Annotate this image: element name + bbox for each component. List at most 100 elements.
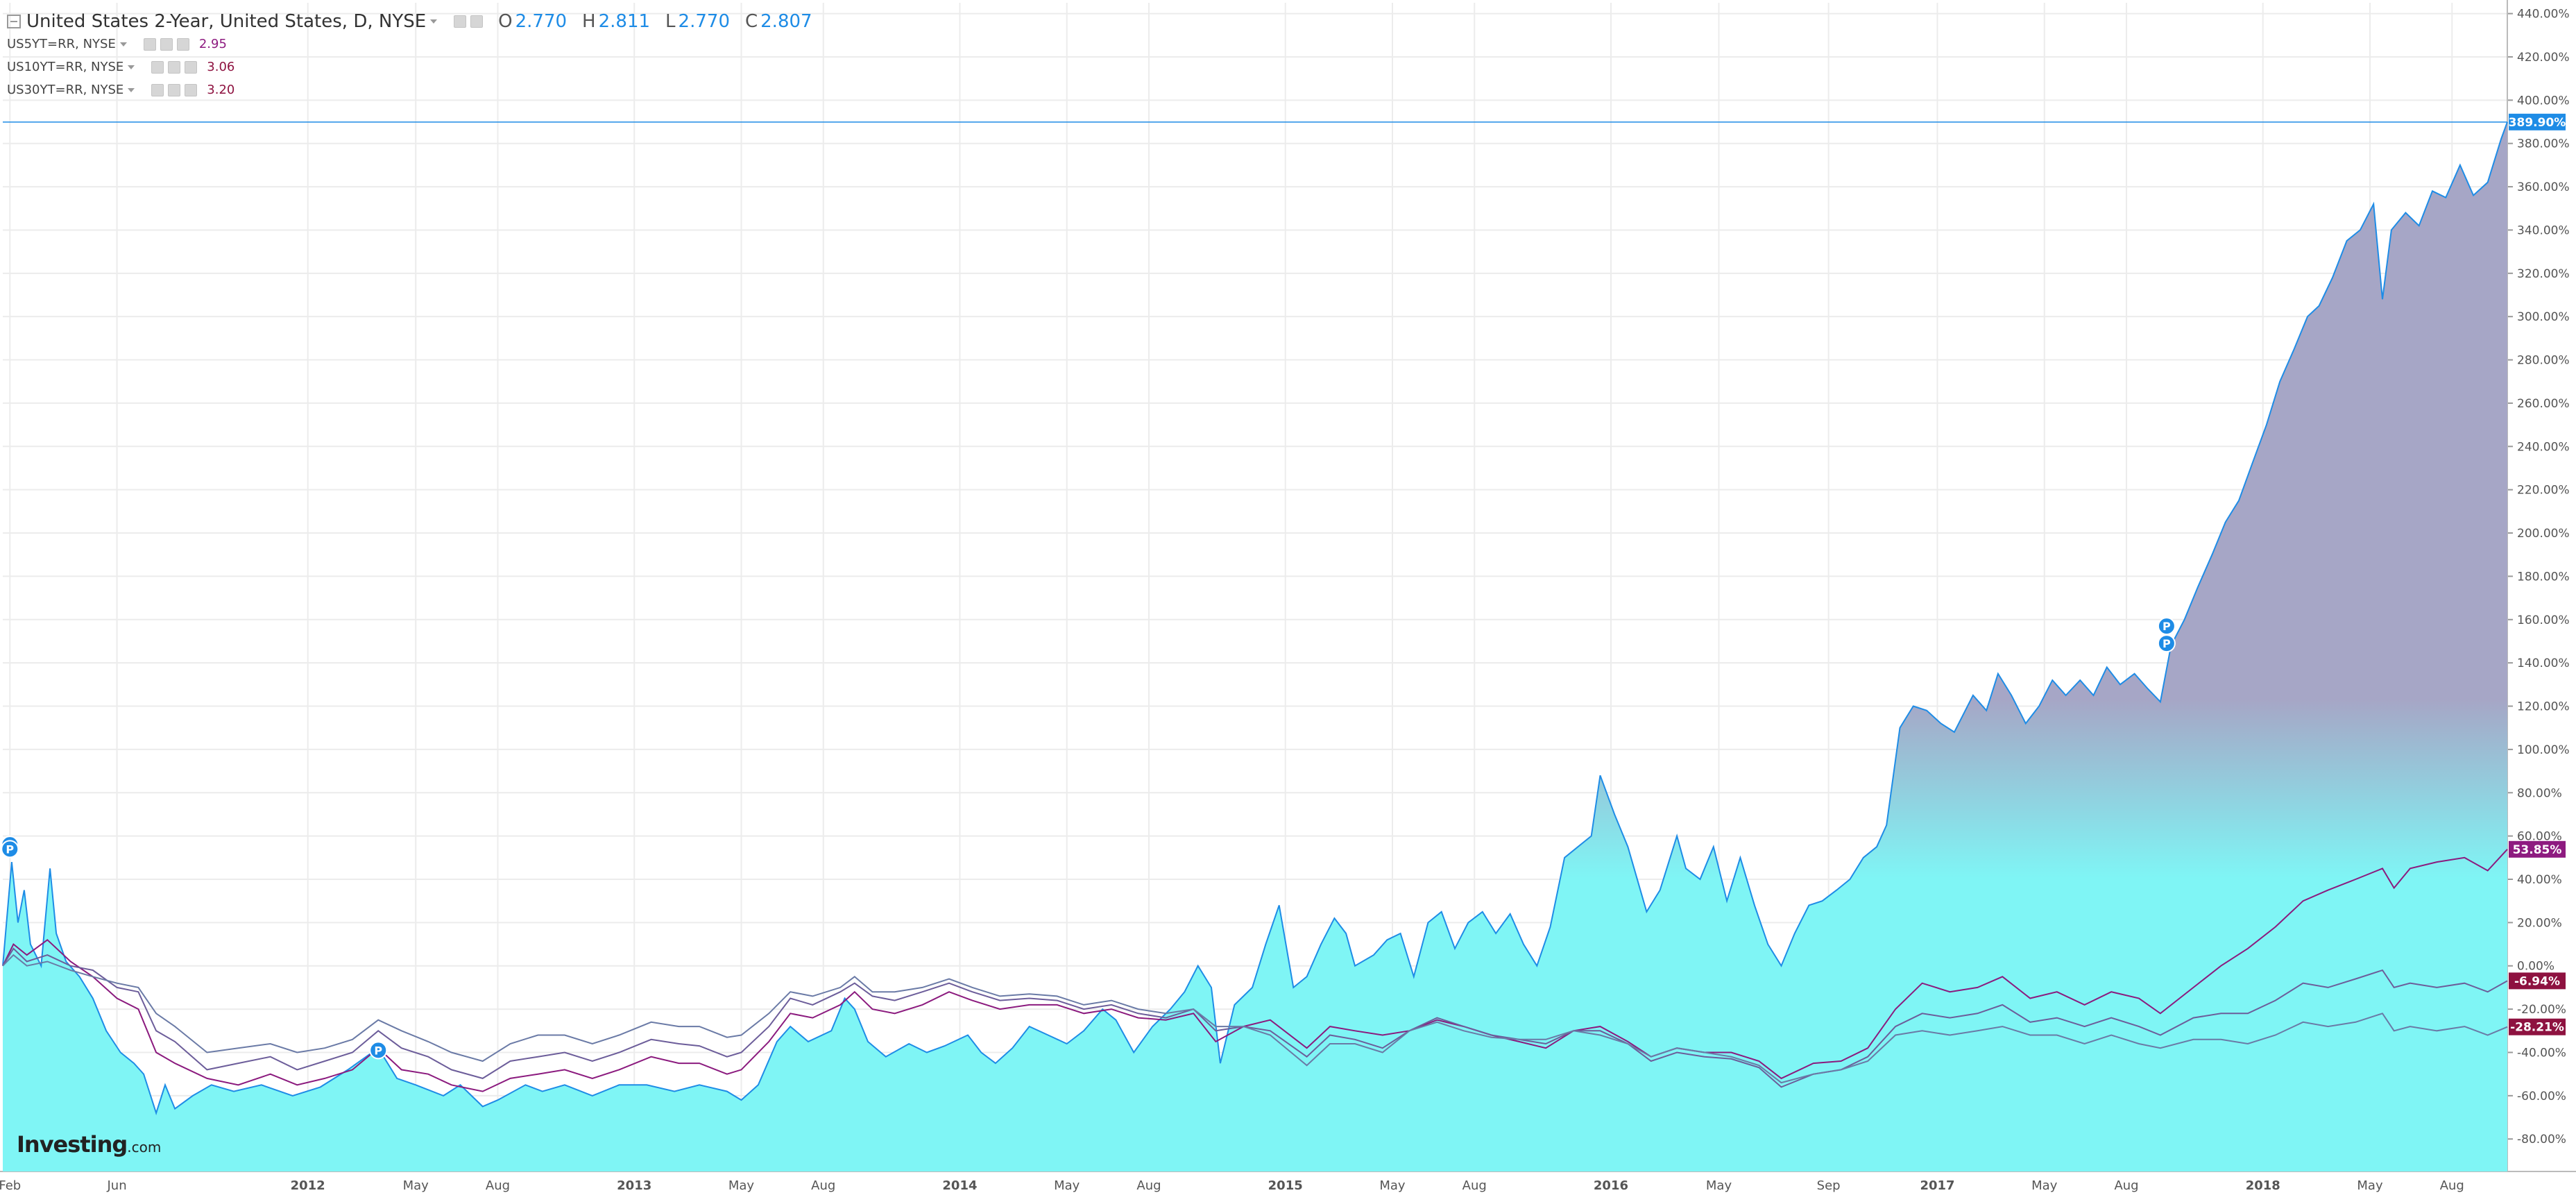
legend-overlay-us10y[interactable]: US10YT=RR, NYSE 3.06	[7, 56, 812, 78]
high-label: H	[582, 10, 596, 32]
low-label: L	[665, 10, 676, 32]
y-tick-label: 420.00%	[2517, 51, 2570, 65]
open-value: 2.770	[515, 10, 568, 32]
series-us10y-line[interactable]	[2, 947, 2508, 1088]
y-tick-label: 240.00%	[2517, 440, 2570, 454]
y-tick-label: 100.00%	[2517, 743, 2570, 757]
event-marker-label: P	[2163, 620, 2171, 633]
y-tick-label: 320.00%	[2517, 267, 2570, 281]
last-value-label: -28.21%	[2510, 1021, 2564, 1035]
series-us2y-line[interactable]	[2, 121, 2508, 1116]
y-tick-label: 300.00%	[2517, 310, 2570, 324]
close-icon[interactable]	[185, 83, 198, 96]
y-tick-label: 380.00%	[2517, 137, 2570, 151]
x-tick-label: May	[403, 1178, 429, 1193]
x-tick-label: Jun	[106, 1178, 126, 1193]
legend-overlay-us5y[interactable]: US5YT=RR, NYSE 2.95	[7, 33, 812, 56]
event-marker-label: P	[2163, 637, 2171, 650]
open-label: O	[498, 10, 513, 32]
series-us5y-line[interactable]	[2, 849, 2508, 1092]
settings-icon[interactable]	[151, 60, 164, 74]
close-label: C	[744, 10, 758, 32]
x-tick-label: May	[2031, 1178, 2058, 1193]
x-tick-label: Aug	[2114, 1178, 2138, 1193]
y-tick-label: 280.00%	[2517, 354, 2570, 368]
overlay-name: US5YT=RR, NYSE	[7, 37, 116, 51]
settings-icon[interactable]	[151, 83, 164, 96]
overlay-menu-caret-icon[interactable]	[119, 42, 127, 46]
overlay-value: 2.95	[198, 37, 227, 51]
hide-icon[interactable]	[470, 15, 484, 28]
series-us30y-line[interactable]	[2, 954, 2508, 1084]
close-icon[interactable]	[176, 37, 189, 51]
event-marker[interactable]	[2157, 634, 2176, 653]
main-series-title: United States 2-Year, United States, D, …	[26, 10, 427, 32]
x-tick-label: May	[728, 1178, 755, 1193]
x-tick-label: Aug	[811, 1178, 835, 1193]
series-us2y-area	[3, 121, 2507, 1171]
x-tick-label: Aug	[486, 1178, 510, 1193]
x-tick-label: Sep	[1817, 1178, 1841, 1193]
x-tick-label: Aug	[1136, 1178, 1161, 1193]
event-marker-label: P	[6, 843, 14, 856]
collapse-icon[interactable]	[7, 14, 21, 28]
y-tick-label: 20.00%	[2517, 916, 2562, 930]
overlay-value: 3.06	[207, 60, 235, 74]
overlay-name: US10YT=RR, NYSE	[7, 60, 124, 74]
y-tick-label: 400.00%	[2517, 94, 2570, 108]
x-tick-label: May	[1706, 1178, 1732, 1193]
logo-tld: .com	[127, 1139, 162, 1156]
close-icon[interactable]	[185, 60, 198, 74]
y-tick-label: -60.00%	[2517, 1090, 2566, 1103]
y-tick-label: -20.00%	[2517, 1003, 2566, 1017]
legend-overlay-us30y[interactable]: US30YT=RR, NYSE 3.20	[7, 78, 812, 101]
x-tick-label: Feb	[0, 1178, 21, 1193]
hide-icon[interactable]	[168, 60, 181, 74]
last-value-badge	[2509, 1018, 2566, 1035]
y-tick-label: 40.00%	[2517, 873, 2562, 887]
logo-text: Investing	[17, 1131, 128, 1158]
settings-icon[interactable]	[143, 37, 156, 51]
last-value-badge	[2509, 113, 2566, 130]
y-tick-label: 0.00%	[2517, 960, 2554, 974]
y-tick-label: 200.00%	[2517, 527, 2570, 541]
x-tick-label: May	[1379, 1178, 1406, 1193]
y-tick-label: 260.00%	[2517, 397, 2570, 411]
y-tick-label: 360.00%	[2517, 180, 2570, 194]
x-tick-label: 2017	[1920, 1178, 1954, 1193]
y-tick-label: 60.00%	[2517, 830, 2562, 844]
x-tick-label: Aug	[2440, 1178, 2464, 1193]
hide-icon[interactable]	[160, 37, 173, 51]
y-tick-label: 120.00%	[2517, 700, 2570, 714]
last-value-badge	[2509, 972, 2566, 990]
x-tick-label: 2015	[1268, 1178, 1303, 1193]
last-value-label: -6.94%	[2514, 974, 2560, 988]
chart-legend: United States 2-Year, United States, D, …	[7, 10, 812, 101]
y-tick-label: 180.00%	[2517, 570, 2570, 584]
legend-main-row[interactable]: United States 2-Year, United States, D, …	[7, 10, 812, 33]
x-tick-label: 2018	[2246, 1178, 2280, 1193]
x-tick-label: 2013	[617, 1178, 651, 1193]
last-value-label: 389.90%	[2509, 116, 2566, 130]
overlay-menu-caret-icon[interactable]	[128, 87, 135, 92]
x-tick-label: May	[1054, 1178, 1080, 1193]
y-tick-label: 140.00%	[2517, 657, 2570, 670]
event-marker-label: P	[374, 1044, 382, 1057]
x-tick-label: 2012	[291, 1178, 325, 1193]
series-menu-caret-icon[interactable]	[430, 19, 438, 24]
event-marker[interactable]	[1, 840, 19, 858]
overlay-menu-caret-icon[interactable]	[128, 65, 135, 69]
high-value: 2.811	[598, 10, 651, 32]
x-tick-label: May	[2357, 1178, 2383, 1193]
hide-icon[interactable]	[168, 83, 181, 96]
y-tick-label: 160.00%	[2517, 613, 2570, 627]
overlay-value: 3.20	[207, 83, 235, 97]
x-tick-label: 2016	[1594, 1178, 1628, 1193]
settings-icon[interactable]	[454, 15, 467, 28]
y-tick-label: -40.00%	[2517, 1046, 2566, 1060]
x-tick-label: Aug	[1462, 1178, 1487, 1193]
event-marker[interactable]	[369, 1041, 388, 1060]
investing-logo: Investing.com	[17, 1131, 161, 1158]
